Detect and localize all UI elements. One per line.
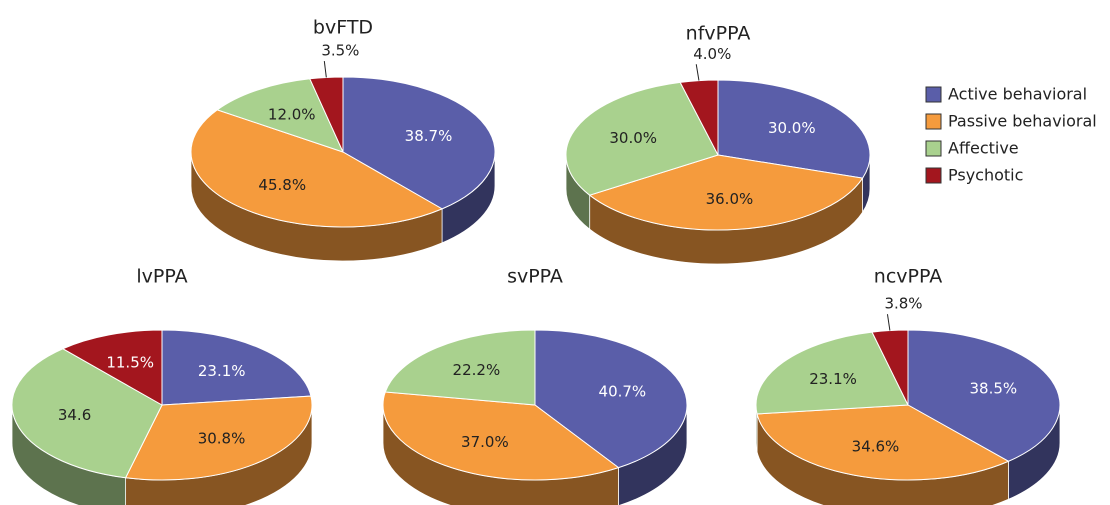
data-label: 12.0% (268, 105, 316, 123)
pie-title: svPPA (507, 266, 563, 288)
pie-slice (755, 331, 909, 415)
pie-title: nfvPPA (686, 23, 751, 45)
data-label: 34.6% (852, 438, 900, 456)
data-label: 23.1% (809, 370, 857, 388)
pie-slice (588, 154, 864, 231)
pie-title: bvFTD (313, 17, 373, 39)
pie-slice (124, 395, 313, 481)
data-label: 30.0% (609, 129, 657, 147)
data-label: 11.5% (106, 353, 154, 371)
data-label: 38.5% (969, 380, 1017, 398)
data-label: 3.8% (884, 295, 922, 313)
legend-label: Active behavioral (948, 85, 1087, 104)
data-label: 45.8% (258, 176, 306, 194)
pie-slice (565, 81, 719, 196)
pie-slice (216, 78, 344, 153)
pie-slice (907, 329, 1061, 462)
legend-swatch (925, 86, 942, 103)
pie-slice (161, 329, 312, 406)
legend-swatch (925, 140, 942, 157)
legend-swatch (925, 167, 942, 184)
pie-slice (382, 391, 620, 481)
pie-slice (190, 109, 444, 228)
pie-slice (717, 79, 871, 179)
data-label: 23.1% (198, 362, 246, 380)
leader-line (323, 61, 327, 78)
pie-title: lvPPA (136, 266, 187, 288)
pie-slice (342, 76, 496, 210)
leader-line (695, 64, 700, 81)
data-label: 36.0% (706, 190, 754, 208)
pie-slice (384, 329, 536, 406)
data-label: 38.7% (405, 127, 453, 145)
data-label: 34.6 (58, 406, 91, 424)
leader-line (886, 314, 891, 331)
legend-swatch (925, 113, 942, 130)
data-label: 30.0% (768, 119, 816, 137)
data-label: 3.5% (321, 42, 359, 60)
pie-slice (871, 329, 909, 406)
pie-slice (11, 348, 163, 479)
pie-title: ncvPPA (874, 266, 942, 288)
data-label: 30.8% (198, 429, 246, 447)
legend-label: Passive behavioral (948, 112, 1097, 131)
data-label: 40.7% (599, 383, 647, 401)
data-label: 37.0% (461, 433, 509, 451)
legend-label: Psychotic (948, 166, 1023, 185)
data-label: 22.2% (453, 361, 501, 379)
pie-slice (756, 404, 1010, 481)
legend-label: Affective (948, 139, 1019, 158)
pie-slice (61, 329, 163, 406)
data-label: 4.0% (693, 45, 731, 63)
